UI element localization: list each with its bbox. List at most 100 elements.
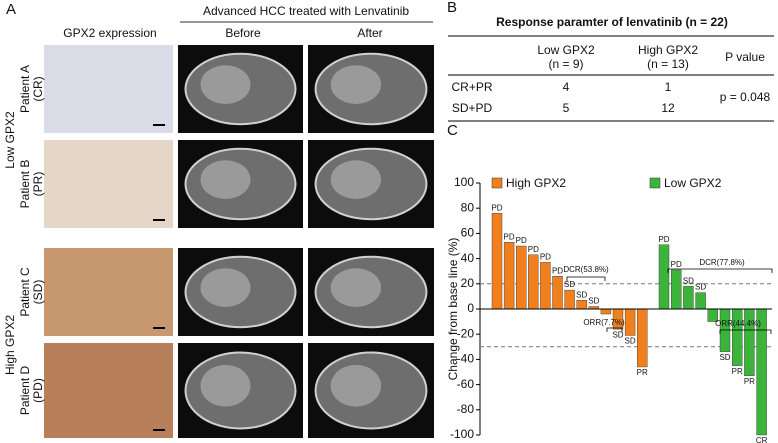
- bar: [516, 245, 527, 310]
- group-label: Low GPX2: [3, 111, 17, 169]
- bar-label: PD: [658, 235, 669, 244]
- ct-organ: [330, 364, 382, 407]
- bar: [540, 262, 551, 310]
- bar-label: SD: [719, 353, 730, 362]
- patient-label: (CR): [31, 76, 45, 101]
- bar-label: SD: [695, 283, 706, 292]
- y-tick-label: 40: [461, 251, 475, 265]
- ct-organ: [330, 65, 382, 104]
- annotation-bracket: [719, 329, 772, 334]
- y-tick-label: 60: [461, 226, 475, 240]
- ct-organ: [200, 65, 251, 104]
- bar-label: SD: [625, 337, 636, 346]
- cell: 5: [563, 101, 570, 115]
- column-header: (n = 13): [647, 57, 689, 71]
- bar: [503, 242, 515, 310]
- column-header: After: [357, 26, 382, 40]
- treatment-header: Advanced HCC treated with Lenvatinib: [203, 4, 409, 18]
- bar-label: PR: [744, 377, 755, 386]
- bar-label: PD: [491, 203, 502, 212]
- ct-organ: [200, 364, 251, 407]
- table-title: Response paramter of lenvatinib (n = 22): [496, 15, 728, 29]
- row-label: CR+PR: [451, 80, 492, 94]
- legend-swatch: [491, 177, 503, 189]
- patient-label: Patient B: [18, 160, 32, 209]
- legend-label: High GPX2: [506, 176, 566, 190]
- column-header: Low GPX2: [537, 43, 595, 57]
- group-label: High GPX2: [3, 315, 17, 375]
- panel-letter: C: [447, 122, 458, 139]
- patient-label: Patient C: [18, 267, 32, 317]
- patient-label: Patient A: [18, 65, 32, 113]
- bar: [732, 308, 743, 366]
- bar: [528, 254, 539, 310]
- bar-label: PD: [528, 245, 539, 254]
- bar-label: SD: [612, 330, 623, 339]
- column-header: High GPX2: [638, 43, 698, 57]
- bar: [576, 299, 587, 310]
- annotation-bracket: [667, 268, 773, 273]
- column-header: GPX2 expression: [63, 26, 156, 40]
- histology-image: [44, 248, 173, 336]
- annotation: DCR(53.8%): [563, 265, 609, 274]
- bar: [719, 308, 731, 353]
- cell: 4: [563, 80, 570, 94]
- panel-letter: A: [6, 1, 16, 18]
- bar-label: PD: [671, 260, 682, 269]
- annotation-bracket: [566, 276, 606, 281]
- histology-image: [44, 140, 173, 228]
- patient-label: Patient D: [18, 365, 32, 415]
- bar: [683, 286, 694, 310]
- legend-swatch: [649, 177, 661, 189]
- y-tick-label: 20: [461, 276, 475, 290]
- y-tick-label: 0: [467, 301, 474, 315]
- p-value: p = 0.048: [720, 90, 771, 104]
- bar-label: PR: [637, 368, 648, 377]
- column-header: P value: [725, 50, 765, 64]
- patient-label: (SD): [31, 280, 45, 305]
- bar: [658, 244, 670, 310]
- cell: 1: [665, 80, 672, 94]
- annotation-bracket: [606, 327, 623, 332]
- bar-label: SD: [683, 276, 694, 285]
- patient-label: (PR): [31, 172, 45, 197]
- annotation: ORR(7.7%): [583, 318, 625, 327]
- annotation: ORR(44.4%): [715, 319, 761, 328]
- bar: [564, 289, 575, 310]
- bar-label: PR: [732, 367, 743, 376]
- bar-label: SD: [588, 297, 599, 306]
- bar-label: SD: [576, 290, 587, 299]
- bar: [552, 276, 563, 310]
- bar-label: PD: [540, 252, 551, 261]
- patient-label: (PD): [31, 378, 45, 403]
- histology-image: [44, 343, 173, 438]
- ct-organ: [200, 268, 251, 307]
- panel-letter: B: [447, 0, 457, 16]
- bar-label: PD: [504, 232, 515, 241]
- y-tick-label: -60: [457, 377, 475, 391]
- cell: 12: [661, 101, 675, 115]
- bar: [671, 269, 682, 310]
- bar-label: CR: [756, 436, 768, 443]
- y-tick-label: -80: [457, 402, 475, 416]
- y-tick-label: 80: [461, 200, 475, 214]
- bar-label: PD: [552, 266, 563, 275]
- bar: [695, 292, 706, 310]
- y-tick-label: -100: [450, 427, 474, 441]
- bar-label: PD: [516, 236, 527, 245]
- legend-label: Low GPX2: [664, 176, 722, 190]
- row-label: SD+PD: [452, 101, 493, 115]
- bar-label: SD: [564, 280, 575, 289]
- bar: [624, 308, 636, 336]
- histology-image: [44, 45, 173, 133]
- ct-organ: [330, 268, 382, 307]
- y-tick-label: -40: [457, 352, 475, 366]
- bar: [637, 308, 648, 368]
- ct-organ: [330, 160, 382, 199]
- column-header: (n = 9): [548, 57, 583, 71]
- annotation: DCR(77.8%): [699, 258, 745, 267]
- column-header: Before: [225, 26, 261, 40]
- y-tick-label: 100: [454, 175, 474, 189]
- bar: [491, 213, 503, 310]
